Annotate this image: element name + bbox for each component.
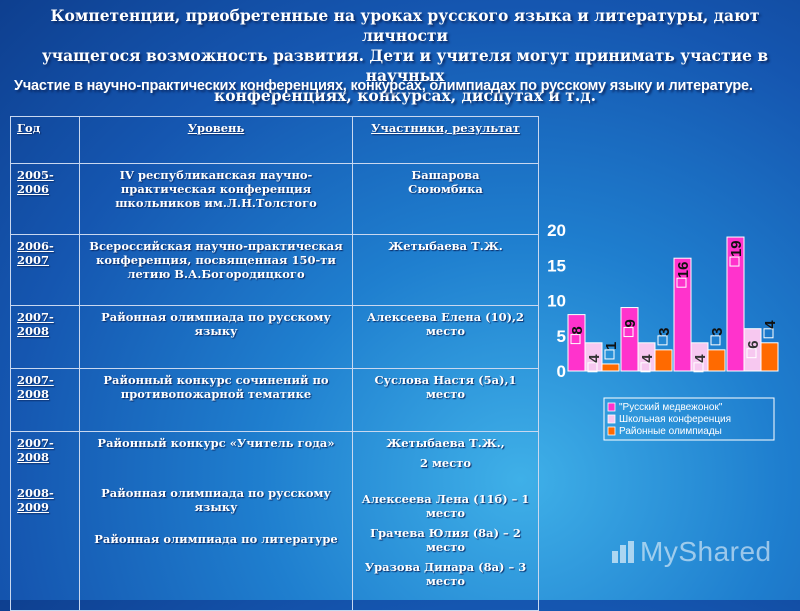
table-row: 2007-2008 Районный конкурс сочинений по …	[10, 368, 539, 432]
legend-label: Районные олимпиады	[619, 426, 722, 437]
row-participant: Суслова Настя (5а),1 место	[352, 368, 539, 432]
row-year-2: 2008-2009	[17, 486, 54, 514]
table-subtitle: Участие в научно-практических конференци…	[14, 78, 753, 94]
legend-label: Школьная конференция	[619, 413, 731, 425]
row-year: 2007-2008	[17, 373, 54, 401]
row-participant: 2 место	[419, 456, 472, 470]
data-label-marker	[570, 334, 581, 345]
chart-legend	[603, 397, 775, 441]
row-participant: Башарова	[411, 168, 480, 182]
row-level: IV республиканская научно-практическая к…	[79, 163, 353, 235]
bar	[584, 342, 603, 372]
data-label: 8	[569, 326, 586, 334]
legend-label: "Русский медвежонок"	[619, 402, 723, 413]
watermark-text: MyShared	[640, 536, 772, 567]
watermark: MyShared	[610, 536, 772, 568]
row-level: Районный конкурс «Учитель года»	[97, 436, 335, 450]
table-row: 2006-2007 Всероссийская научно-практичес…	[10, 234, 539, 306]
data-label: 4	[586, 354, 603, 363]
row-participant: Грачева Юлия (8а) – 2 место	[370, 526, 521, 554]
myshared-logo-icon	[612, 541, 634, 563]
data-label: 6	[745, 340, 762, 348]
row-participant: Алексеева Лена (11б) – 1 место	[361, 492, 530, 520]
data-label-marker	[710, 335, 721, 346]
header-line-3: конференциях, конкурсах, диспутах и т.д.	[214, 86, 596, 105]
data-label: 1	[603, 342, 620, 350]
data-label: 3	[656, 328, 673, 336]
page-header: Компетенции, приобретенные на уроках рус…	[30, 6, 780, 106]
row-participant: Жетыбаева Т.Ж.,	[386, 436, 505, 450]
row-year: 2005-2006	[17, 168, 54, 196]
data-label: 4	[762, 320, 779, 329]
y-tick-label: 10	[547, 292, 566, 311]
bar	[620, 307, 639, 372]
legend-swatch	[607, 402, 616, 412]
legend-swatch	[607, 414, 616, 424]
table-row: 2005-2006 IV республиканская научно-прак…	[10, 163, 539, 235]
data-label: 19	[728, 240, 745, 257]
header-line-2: учащегося возможность развития. Дети и у…	[41, 46, 769, 85]
row-level: Районный конкурс сочинений по противопож…	[79, 368, 353, 432]
data-label-marker	[657, 335, 668, 346]
header-year: Год	[17, 121, 41, 135]
y-tick-label: 15	[547, 256, 566, 275]
data-label-marker	[587, 362, 598, 373]
data-label: 3	[709, 328, 726, 336]
data-label-marker	[729, 256, 740, 267]
table-row: 2007-2008 2008-2009 Районный конкурс «Уч…	[10, 431, 539, 611]
legend-swatch	[607, 426, 616, 436]
data-label: 16	[675, 262, 692, 279]
row-year: 2007-2008	[17, 310, 54, 338]
table-header-row: Год Уровень Участники, результат	[10, 116, 539, 164]
bar	[760, 342, 779, 372]
bar	[654, 349, 673, 372]
row-participant: Сююмбика	[408, 182, 483, 196]
data-label-marker	[623, 327, 634, 338]
data-label: 4	[639, 354, 656, 363]
header-participants: Участники, результат	[371, 121, 520, 135]
y-tick-label: 20	[547, 221, 566, 240]
bar	[673, 257, 692, 372]
table-row: 2007-2008 Районная олимпиада по русскому…	[10, 305, 539, 369]
y-tick-label: 5	[557, 327, 566, 346]
y-tick-label: 0	[557, 362, 566, 381]
row-level: Всероссийская научно-практическая конфер…	[79, 234, 353, 306]
data-label: 9	[622, 319, 639, 327]
row-year: 2007-2008	[17, 436, 54, 464]
row-participant: Алексеева Елена (10),2 место	[352, 305, 539, 369]
participation-table: Год Уровень Участники, результат 2005-20…	[10, 116, 539, 611]
bar	[707, 349, 726, 372]
header-line-1: Компетенции, приобретенные на уроках рус…	[50, 6, 760, 45]
data-label-marker	[676, 277, 687, 288]
row-participant: Жетыбаева Т.Ж.	[352, 234, 539, 306]
row-level: Районная олимпиада по русскому языку	[101, 486, 331, 514]
header-level: Уровень	[187, 121, 245, 135]
row-level: Районная олимпиада по русскому языку	[79, 305, 353, 369]
row-participant: Уразова Динара (8а) – 3 место	[364, 560, 527, 588]
data-label-marker	[604, 349, 615, 360]
bar	[601, 363, 620, 372]
row-level: Районная олимпиада по литературе	[94, 532, 338, 546]
row-year: 2006-2007	[17, 239, 54, 267]
data-label: 4	[692, 354, 709, 363]
data-label-marker	[640, 362, 651, 373]
bar	[726, 236, 745, 372]
data-label-marker	[763, 328, 774, 339]
data-label-marker	[693, 362, 704, 373]
data-label-marker	[746, 348, 757, 359]
